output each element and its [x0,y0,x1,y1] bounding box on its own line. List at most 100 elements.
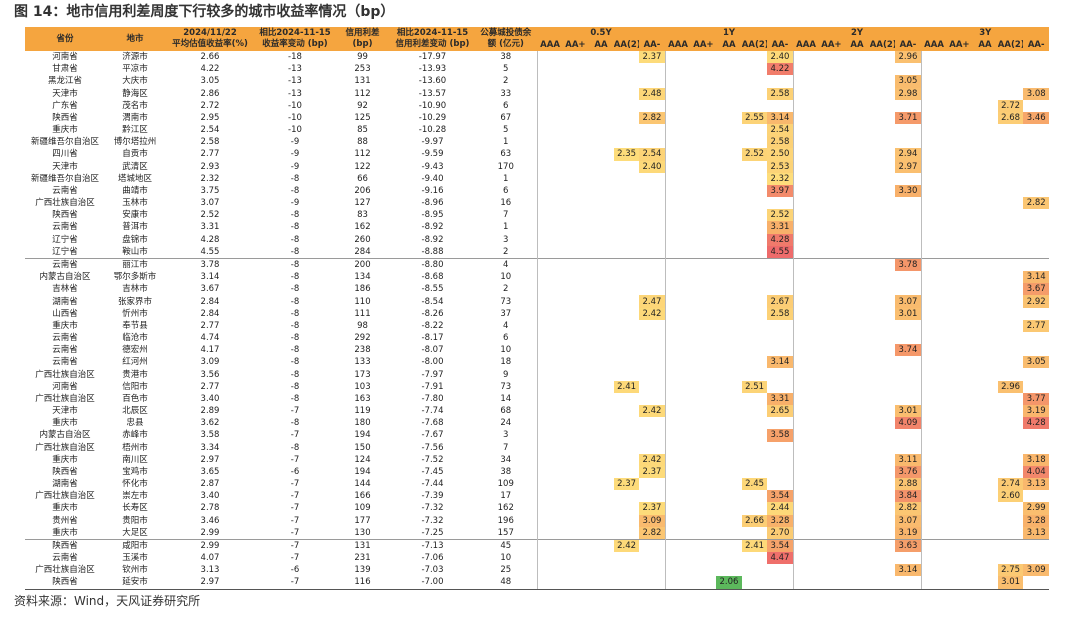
data-cell: -8.80 [390,257,475,272]
yield-cell [690,538,717,553]
yield-cell [563,197,589,209]
yield-cell: 2.82 [1023,197,1049,210]
yield-cell [1023,344,1049,356]
yield-cell [819,75,845,87]
data-cell: 2.77 [200,320,220,331]
data-cell: 梧州市 [122,442,148,453]
yield-cell [870,552,896,564]
yield-cell [691,100,717,112]
table-row: 重庆市 大足区 2.99 -7 130 -7.25 157 2.82 2.70 3.19 3.13 [25,526,1049,540]
data-cell: 157 [497,527,514,538]
yield-cell [947,75,973,87]
yield-cell [563,552,589,564]
yield-cell [742,173,768,185]
yield-cell [563,295,589,307]
data-cell: 黔江区 [122,125,148,136]
yield-cell [819,148,845,160]
yield-cell: 2.32 [767,172,793,185]
data-cell: 73 [500,296,512,307]
yield-cell [947,283,973,295]
yield-cell [819,51,845,63]
yield-cell [947,417,973,429]
yield-cell [716,75,742,87]
yield-cell [614,185,640,197]
data-cell: 109 [354,503,371,514]
yield-cell [947,271,973,283]
yield-cell [716,320,742,332]
data-cell: 怀化市 [122,479,148,490]
yield-cell [792,429,819,442]
yield-cell: 2.42 [639,404,665,418]
yield-cell [716,466,742,478]
table-row: 新疆维吾尔自治区 博尔塔拉州 2.58 -9 88 -9.97 1 2.58 [25,136,1049,149]
data-cell: 200 [335,257,390,272]
rating-header: AA- [1023,39,1049,51]
yield-cell [639,124,665,136]
data-cell: 180 [354,418,371,429]
yield-cell [588,332,614,344]
yield-cell [639,209,665,221]
yield-cell [639,564,665,576]
yield-cell [870,63,896,75]
yield-cell [870,381,896,393]
yield-cell: 3.07 [895,514,921,527]
yield-cell [639,100,665,112]
data-cell: -9.40 [421,173,444,184]
data-cell: 292 [354,333,371,344]
yield-cell [946,257,973,272]
rating-header: AA- [895,39,921,51]
yield-cell [920,99,947,112]
yield-cell [947,185,973,197]
yield-cell [588,185,614,197]
yield-cell [614,429,640,441]
yield-cell [691,490,717,502]
header-line: 信用利差变动 (bp) [395,39,470,49]
yield-cell [895,576,921,590]
data-cell: 2.95 [200,112,220,123]
yield-cell: 2.68 [997,111,1024,125]
table-row: 云南省 德宏州 4.17 -8 238 -8.07 10 3.74 [25,344,1049,357]
yield-cell [920,283,947,296]
data-cell: 2.87 [200,479,220,490]
yield-cell [998,356,1024,368]
yield-cell [920,148,947,161]
yield-cell [767,564,793,576]
yield-cell [664,221,691,234]
yield-cell [844,405,870,417]
yield-cell [792,295,819,308]
data-cell: 重庆市 [52,527,78,538]
yield-cell [563,209,589,221]
data-cell: -7.06 [421,553,444,564]
data-cell: 内蒙古自治区 [39,272,91,283]
yield-cell [536,124,563,137]
yield-cell [614,234,640,246]
yield-cell [691,564,717,576]
column-header: 相比2024-11-15 收益率变动 (bp) [255,27,335,51]
yield-cell [536,51,563,64]
yield-cell [819,344,845,356]
yield-cell [639,356,665,368]
yield-cell [767,344,793,356]
yield-cell: 2.06 [716,576,742,590]
yield-cell [920,75,947,88]
yield-cell [844,381,870,393]
yield-cell [870,88,896,100]
yield-cell [691,283,717,295]
data-cell: 186 [354,284,371,295]
data-cell: 忻州市 [122,308,148,319]
yield-cell: 3.77 [1023,392,1049,405]
yield-cell: 3.63 [895,538,921,553]
yield-cell [870,295,896,307]
data-cell: 宝鸡市 [122,466,148,477]
yield-cell [536,209,563,222]
yield-cell [998,442,1024,454]
yield-cell [588,405,614,417]
yield-cell [792,283,819,296]
yield-cell: 2.88 [895,478,921,491]
data-cell: -7.52 [421,454,444,465]
yield-cell [920,576,947,590]
yield-cell [742,393,768,405]
yield-cell [588,454,614,466]
yield-cell [870,356,896,368]
yield-cell [819,466,845,478]
